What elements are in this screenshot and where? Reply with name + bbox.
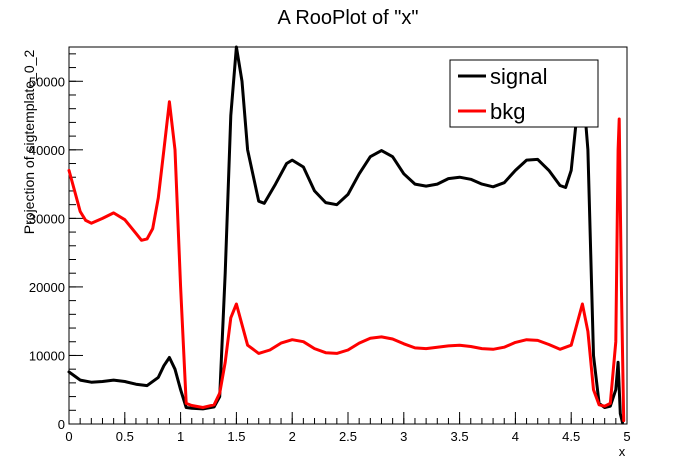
legend-label-bkg: bkg [490,99,525,124]
x-tick-label: 1 [177,429,184,444]
x-tick-label: 2 [289,429,296,444]
x-axis-ticks: 0 0.5 1 1.5 2 2.5 3 3.5 4 4.5 5 [65,412,631,444]
x-axis-label: x [619,444,626,459]
y-tick-label: 50000 [29,74,65,89]
y-axis-ticks: 0 10000 20000 30000 40000 50000 [29,53,83,432]
series-line-bkg [67,100,626,423]
x-tick-label: 0 [65,429,72,444]
series-line-signal [67,45,624,425]
chart-title: A RooPlot of "x" [278,7,419,29]
x-tick-label: 4.5 [562,429,580,444]
legend: signal bkg [449,59,599,128]
x-tick-label: 4 [512,429,519,444]
x-tick-label: 5 [623,429,630,444]
y-tick-label: 40000 [29,143,65,158]
x-tick-label: 1.5 [227,429,245,444]
legend-box [449,59,599,128]
x-tick-label: 3 [400,429,407,444]
x-tick-label: 3.5 [451,429,469,444]
series-layer [67,45,626,425]
x-tick-label: 0.5 [116,429,134,444]
x-tick-label: 2.5 [339,429,357,444]
y-tick-label: 0 [58,417,65,432]
y-axis-label: Projection of sigtemplate_0_2 [21,50,37,235]
y-tick-label: 20000 [29,280,65,295]
y-tick-label: 10000 [29,348,65,363]
legend-label-signal: signal [490,64,547,89]
y-tick-label: 30000 [29,211,65,226]
